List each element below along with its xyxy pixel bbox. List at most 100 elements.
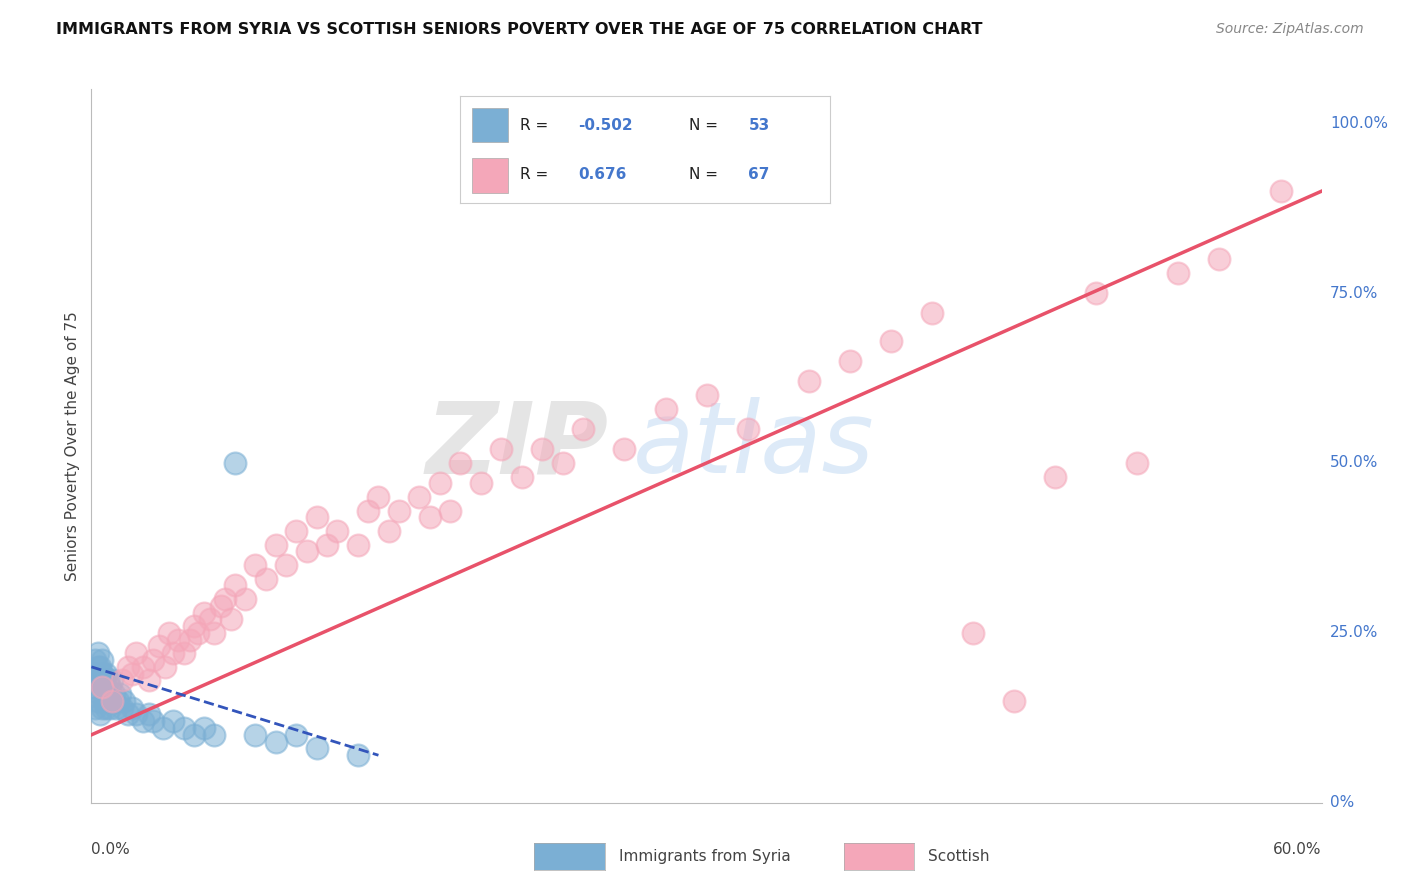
Point xyxy=(209,599,232,613)
Point xyxy=(86,673,108,688)
Point xyxy=(94,666,117,681)
Point xyxy=(166,632,188,647)
Text: 0.0%: 0.0% xyxy=(91,842,131,857)
Text: 75.0%: 75.0% xyxy=(1330,285,1378,301)
Point xyxy=(408,490,430,504)
Point xyxy=(142,714,165,729)
Point xyxy=(305,741,328,756)
Point xyxy=(90,680,112,694)
Point xyxy=(880,334,903,348)
Point xyxy=(285,728,308,742)
Point xyxy=(121,700,143,714)
Text: Immigrants from Syria: Immigrants from Syria xyxy=(619,849,790,863)
Point xyxy=(202,626,225,640)
Y-axis label: Seniors Poverty Over the Age of 75: Seniors Poverty Over the Age of 75 xyxy=(65,311,80,581)
Point xyxy=(138,707,160,722)
Text: Source: ZipAtlas.com: Source: ZipAtlas.com xyxy=(1216,22,1364,37)
Point xyxy=(103,687,125,701)
Point xyxy=(797,375,820,389)
Point xyxy=(84,700,107,714)
Point xyxy=(245,558,267,572)
Point xyxy=(470,476,492,491)
Text: atlas: atlas xyxy=(633,398,875,494)
Point xyxy=(179,632,201,647)
Point xyxy=(90,700,112,714)
Point xyxy=(131,660,153,674)
Text: 60.0%: 60.0% xyxy=(1274,842,1322,857)
Text: 0%: 0% xyxy=(1330,796,1354,810)
Text: IMMIGRANTS FROM SYRIA VS SCOTTISH SENIORS POVERTY OVER THE AGE OF 75 CORRELATION: IMMIGRANTS FROM SYRIA VS SCOTTISH SENIOR… xyxy=(56,22,983,37)
Point xyxy=(173,721,195,735)
Point xyxy=(1126,456,1149,470)
Point xyxy=(105,700,127,714)
Text: 50.0%: 50.0% xyxy=(1330,456,1378,470)
Point xyxy=(491,442,513,457)
Point xyxy=(233,591,256,606)
Point xyxy=(962,626,984,640)
Point xyxy=(94,700,117,714)
Point xyxy=(162,714,184,729)
Point xyxy=(219,612,242,626)
Point xyxy=(285,524,308,538)
Point xyxy=(305,510,328,524)
Point xyxy=(429,476,451,491)
Point xyxy=(111,700,134,714)
Point xyxy=(202,728,225,742)
Point xyxy=(153,660,177,674)
Point xyxy=(264,537,287,551)
Point xyxy=(98,680,121,694)
Point xyxy=(419,510,441,524)
Point xyxy=(89,673,111,688)
Point xyxy=(377,524,399,538)
Point xyxy=(86,646,108,660)
Point xyxy=(108,687,131,701)
Point xyxy=(224,578,246,592)
Point xyxy=(121,666,143,681)
Point xyxy=(152,721,174,735)
Point xyxy=(439,503,461,517)
Point xyxy=(148,640,170,654)
Point xyxy=(111,673,134,688)
Point xyxy=(101,694,124,708)
Point xyxy=(613,442,636,457)
Point xyxy=(200,612,222,626)
Point xyxy=(1270,184,1292,198)
Point xyxy=(82,666,104,681)
Point xyxy=(367,490,389,504)
Point xyxy=(173,646,195,660)
Point xyxy=(157,626,180,640)
Point xyxy=(117,660,139,674)
Point xyxy=(1085,286,1108,301)
Point xyxy=(162,646,184,660)
Point xyxy=(117,707,139,722)
Point xyxy=(388,503,411,517)
Point xyxy=(347,748,370,763)
Point xyxy=(1043,469,1066,483)
Point xyxy=(695,388,717,402)
Point xyxy=(254,572,277,586)
Point xyxy=(245,728,267,742)
Point xyxy=(90,666,112,681)
Point xyxy=(316,537,339,551)
Point xyxy=(97,673,120,688)
Point xyxy=(183,619,205,633)
Point xyxy=(86,660,108,674)
Point xyxy=(89,687,111,701)
Point xyxy=(97,694,120,708)
Point xyxy=(449,456,471,470)
Point xyxy=(131,714,153,729)
Point xyxy=(93,673,115,688)
Point xyxy=(531,442,554,457)
Point xyxy=(86,694,108,708)
Text: ZIP: ZIP xyxy=(425,398,607,494)
Point xyxy=(357,503,380,517)
Point xyxy=(572,422,595,436)
Point xyxy=(347,537,370,551)
Point xyxy=(921,306,943,320)
Point xyxy=(214,591,236,606)
Point xyxy=(839,354,862,368)
Point xyxy=(98,700,121,714)
Point xyxy=(224,456,246,470)
Point xyxy=(125,646,148,660)
Point xyxy=(89,660,111,674)
